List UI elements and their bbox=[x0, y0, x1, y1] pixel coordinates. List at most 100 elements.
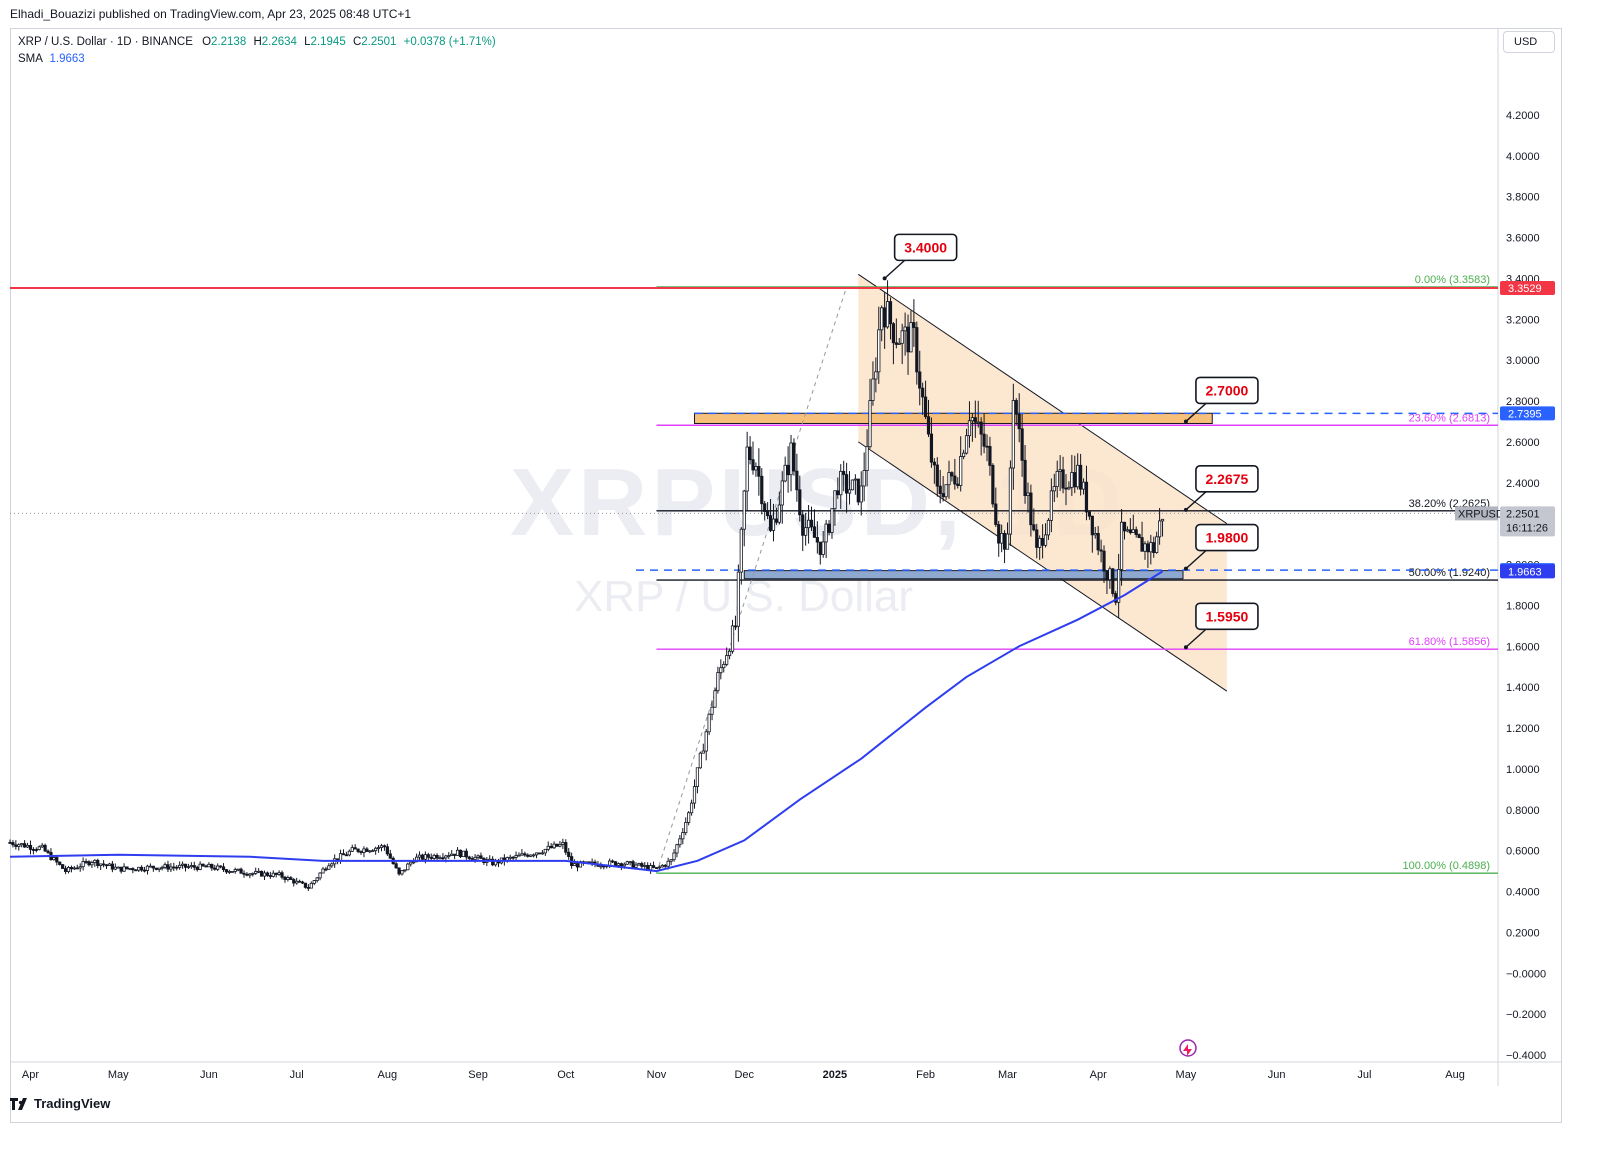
callout-anchor bbox=[1183, 419, 1188, 424]
candle-body bbox=[37, 846, 41, 850]
candle-body bbox=[81, 861, 85, 868]
candle-body bbox=[87, 861, 91, 866]
candle-body bbox=[663, 864, 667, 867]
candle-body bbox=[979, 421, 983, 435]
fib-level-label: 100.00% (0.4898) bbox=[1403, 860, 1490, 872]
candle-body bbox=[245, 873, 249, 876]
candle-body bbox=[344, 854, 348, 857]
candle-body bbox=[613, 861, 618, 866]
candle-body bbox=[795, 470, 799, 491]
candle-body bbox=[169, 866, 173, 870]
candle-body bbox=[137, 866, 141, 871]
candle-body bbox=[666, 860, 670, 867]
candle-body bbox=[251, 872, 255, 875]
candle-body bbox=[438, 857, 442, 860]
candle-body bbox=[1064, 487, 1068, 490]
candle-body bbox=[845, 474, 849, 494]
candle-body bbox=[727, 650, 732, 656]
candle-body bbox=[678, 838, 682, 846]
callout-pointer bbox=[884, 259, 906, 279]
candle-body bbox=[903, 326, 907, 332]
candle-body bbox=[426, 854, 430, 858]
candle-body bbox=[412, 861, 416, 864]
symbol-tag bbox=[1455, 506, 1498, 521]
candle-body bbox=[891, 323, 896, 344]
candle-body bbox=[526, 854, 530, 857]
legend-sma-value: 1.9663 bbox=[49, 53, 85, 65]
fib-level-label: 0.00% (3.3583) bbox=[1415, 274, 1490, 286]
candle-body bbox=[1029, 492, 1033, 526]
time-axis-tick: Apr bbox=[1090, 1069, 1107, 1081]
tradingview-logo[interactable]: TradingView bbox=[10, 1096, 110, 1111]
candle-body bbox=[923, 396, 928, 418]
time-axis-tick: Aug bbox=[1445, 1069, 1465, 1081]
candle-body bbox=[1081, 481, 1086, 490]
candle-body bbox=[1020, 428, 1024, 461]
callout-pointer bbox=[1185, 628, 1207, 648]
legend-symbol[interactable]: XRP / U.S. Dollar · 1D · BINANCE bbox=[18, 36, 193, 48]
candle-body bbox=[549, 845, 553, 849]
candle-body bbox=[46, 850, 50, 853]
price-axis-tick: 1.6000 bbox=[1506, 641, 1540, 653]
candle-body bbox=[792, 442, 796, 472]
candle-body bbox=[1058, 469, 1062, 472]
candle-body bbox=[183, 863, 188, 868]
candle-body bbox=[213, 867, 217, 870]
price-tag-label: 3.3529 bbox=[1508, 283, 1542, 295]
candle-body bbox=[1014, 400, 1018, 415]
candle-body bbox=[812, 526, 817, 538]
candle-body bbox=[529, 854, 533, 857]
candle-body bbox=[912, 322, 916, 328]
callout-box bbox=[1195, 465, 1259, 493]
callout-anchor bbox=[1183, 566, 1188, 571]
candle-body bbox=[362, 848, 366, 853]
candle-body bbox=[289, 877, 293, 880]
candle-body bbox=[1070, 472, 1074, 488]
candle-body bbox=[988, 446, 992, 466]
candle-body bbox=[1122, 521, 1127, 532]
candle-body bbox=[888, 301, 893, 325]
candle-body bbox=[689, 802, 694, 814]
candle-body bbox=[180, 863, 185, 866]
candle-body bbox=[766, 511, 770, 517]
candle-body bbox=[871, 378, 875, 401]
publisher-line: Elhadi_Bouazizi published on TradingView… bbox=[10, 7, 412, 21]
candle-body bbox=[338, 853, 343, 861]
candle-body bbox=[423, 854, 427, 860]
candle-body bbox=[382, 845, 387, 848]
price-axis-tick: 2.4000 bbox=[1506, 478, 1540, 490]
time-axis-tick: Jul bbox=[1357, 1069, 1371, 1081]
candle-body bbox=[853, 478, 857, 481]
callout-price-label: 3.4000 bbox=[904, 239, 947, 255]
candle-body bbox=[546, 845, 550, 850]
candle-body bbox=[455, 849, 460, 856]
candle-body bbox=[564, 842, 568, 853]
candle-body bbox=[142, 869, 147, 872]
currency-button[interactable]: USD bbox=[1503, 31, 1555, 53]
candle-body bbox=[297, 880, 302, 883]
candle-body bbox=[517, 854, 521, 857]
candle-body bbox=[198, 863, 202, 870]
candle-body bbox=[116, 866, 120, 869]
candle-body bbox=[239, 868, 243, 874]
candle-body bbox=[1114, 593, 1118, 603]
candle-body bbox=[543, 848, 547, 854]
fib-trend-line bbox=[655, 286, 848, 874]
candle-body bbox=[748, 446, 752, 461]
candle-body bbox=[400, 870, 404, 875]
candle-body bbox=[406, 863, 410, 871]
legend-sma-label[interactable]: SMA bbox=[18, 53, 43, 65]
candle-body bbox=[172, 866, 176, 869]
candle-body bbox=[353, 847, 357, 850]
candle-body bbox=[944, 484, 948, 498]
candle-body bbox=[710, 706, 714, 715]
candle-body bbox=[1160, 518, 1165, 522]
candle-body bbox=[1023, 459, 1027, 496]
candle-body bbox=[119, 866, 123, 872]
candle-body bbox=[1155, 536, 1159, 553]
candle-body bbox=[315, 877, 319, 881]
candle-body bbox=[567, 851, 571, 857]
callout-pointer bbox=[1185, 402, 1207, 422]
candle-body bbox=[476, 855, 480, 858]
